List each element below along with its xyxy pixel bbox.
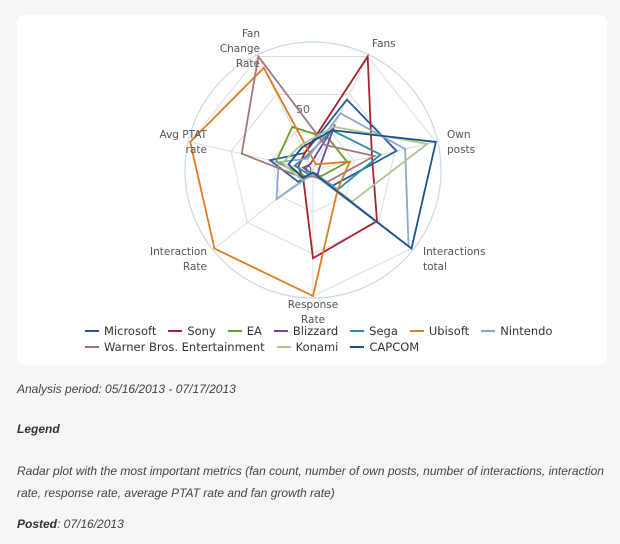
series-capcom — [287, 129, 437, 251]
axis-label-avg-ptat-rate: Avg PTAT rate — [159, 129, 208, 156]
legend-line-icon — [409, 330, 424, 332]
axis-label-fan-change-rate: Fan Change Rate — [219, 28, 260, 70]
series-warner-bros-entertainment — [240, 54, 377, 183]
legend-row-2: Warner Bros. Entertainment Konami CAPCOM — [85, 339, 585, 355]
legend-line-icon — [168, 330, 183, 332]
axis-spoke — [190, 141, 314, 171]
legend-item-microsoft[interactable]: Microsoft — [85, 323, 156, 339]
chart-card: 0 50 Fans Own posts Interactions total Respo… — [17, 15, 607, 365]
legend-label: Ubisoft — [428, 324, 470, 338]
legend-item-blizzard[interactable]: Blizzard — [273, 323, 339, 339]
posted-date: : 07/16/2013 — [57, 517, 124, 531]
legend-label: CAPCOM — [369, 340, 420, 354]
posted-line: Posted: 07/16/2013 — [17, 517, 124, 531]
analysis-period: Analysis period: 05/16/2013 - 07/17/2013 — [17, 382, 236, 396]
legend-item-sony[interactable]: Sony — [168, 323, 216, 339]
legend-label: Microsoft — [104, 324, 157, 338]
legend-label: Konami — [295, 340, 339, 354]
legend-line-icon — [276, 346, 291, 348]
legend-label: Nintendo — [500, 324, 553, 338]
legend-label: Blizzard — [292, 324, 339, 338]
legend-item-ea[interactable]: EA — [227, 323, 262, 339]
legend-item-capcom[interactable]: CAPCOM — [350, 339, 419, 355]
legend-label: Warner Bros. Entertainment — [104, 340, 265, 354]
grid-ring — [230, 93, 396, 255]
legend-label: Sega — [369, 324, 398, 338]
legend-row-1: Microsoft Sony EA Blizzard Sega Ubisoft Ninten… — [85, 323, 585, 339]
legend-line-icon — [85, 330, 99, 332]
legend-label: Sony — [187, 324, 216, 338]
legend-line-icon — [85, 346, 99, 348]
axis-label-interaction-rate: Interaction Rate — [150, 246, 207, 273]
legend-item-ubisoft[interactable]: Ubisoft — [409, 323, 470, 339]
legend-item-sega[interactable]: Sega — [350, 323, 398, 339]
legend-line-icon — [350, 330, 365, 332]
grid-ring — [271, 131, 355, 213]
legend-item-warner-bros-entertainment[interactable]: Warner Bros. Entertainment — [85, 339, 265, 355]
axis-label-response-rate: Response Rate — [287, 299, 339, 326]
legend-item-konami[interactable]: Konami — [276, 339, 339, 355]
legend-line-icon — [273, 330, 288, 332]
series-ubisoft — [189, 66, 352, 298]
series-nintendo — [275, 112, 410, 249]
legend-line-icon — [227, 330, 242, 332]
axis-label-fans: Fans — [372, 38, 396, 50]
axis-label-own-posts: Own posts — [447, 129, 476, 156]
legend-heading: Legend — [17, 422, 60, 436]
outer-circle — [184, 41, 442, 299]
chart-legend: Microsoft Sony EA Blizzard Sega Ubisoft Ninten… — [85, 323, 585, 355]
tick-label-50: 50 — [296, 103, 310, 116]
legend-line-icon — [481, 330, 496, 332]
legend-label: EA — [246, 324, 262, 338]
axis-spoke — [214, 169, 314, 249]
radar-chart: 050 — [184, 41, 442, 299]
series-sony — [297, 53, 378, 260]
posted-label: Posted — [17, 517, 58, 531]
legend-item-nintendo[interactable]: Nintendo — [481, 323, 552, 339]
axis-label-interactions-total: Interactions total — [423, 246, 486, 273]
chart-description: Radar plot with the most important metri… — [17, 464, 604, 500]
legend-line-icon — [350, 346, 365, 348]
